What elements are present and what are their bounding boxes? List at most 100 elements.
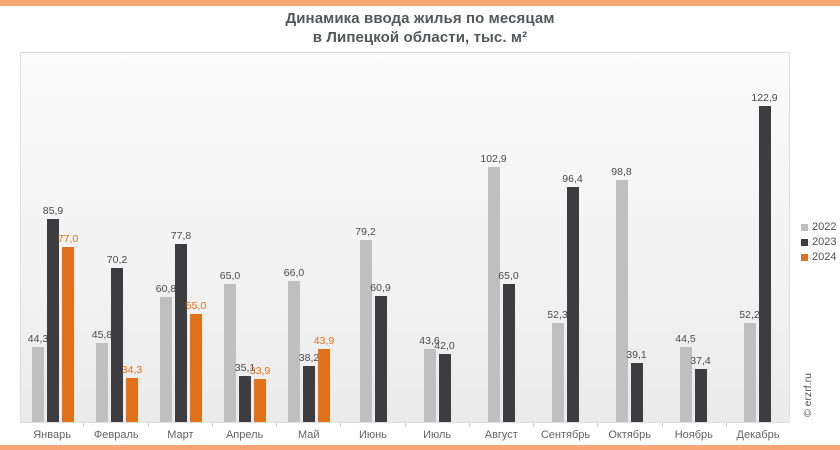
value-label-2023-Февраль: 70,2 <box>106 253 128 266</box>
legend-label-2023: 2023 <box>812 236 837 248</box>
value-label-2024-Январь: 77,0 <box>57 232 79 245</box>
legend-swatch-icon <box>801 253 808 261</box>
bottom-accent-strip <box>0 445 840 450</box>
legend-item-2022: 2022 <box>801 221 836 233</box>
month-label-Июль: Июль <box>423 429 452 441</box>
bar-2023-Август: 65,0 <box>498 270 519 422</box>
legend-item-2023: 2023 <box>801 236 836 248</box>
bar-group-Август: 102,9 65,0 <box>469 53 533 422</box>
value-label-2024-Февраль: 34,3 <box>121 364 143 377</box>
bar-2023-Ноябрь: 37,4 <box>690 355 711 422</box>
value-label-2022-Октябрь: 98,8 <box>611 165 632 178</box>
bar-group-Февраль: 45,8 70,2 34,3 <box>85 53 149 422</box>
axis-tick <box>406 423 470 427</box>
axis-tick <box>149 423 213 427</box>
value-label-2022-Ноябрь: 44,5 <box>675 332 696 345</box>
axis-tick <box>663 423 727 427</box>
bar-2022-Январь: 44,3 <box>28 334 48 422</box>
value-label-2022-Август: 102,9 <box>480 153 507 166</box>
plot-area: 44,3 85,9 77,0 45,8 70,2 34,3 60,8 77,8 55,0 65,0… <box>20 52 790 423</box>
axis-tick <box>341 423 406 427</box>
bar-2024-Апрель: 33,9 <box>250 366 270 422</box>
x-axis-ticks <box>20 423 790 427</box>
axis-tick <box>84 423 149 427</box>
copyright-watermark: © erzrf.ru <box>802 373 814 417</box>
month-label-Апрель: Апрель <box>225 429 264 441</box>
value-label-2024-Май: 43,9 <box>313 334 335 347</box>
axis-tick <box>534 423 599 427</box>
value-label-2023-Октябрь: 39,1 <box>626 349 647 362</box>
bar-2023-Май: 38,2 <box>299 353 319 422</box>
value-label-2024-Март: 55,0 <box>185 300 207 313</box>
value-label-2023-Июнь: 60,9 <box>370 282 391 295</box>
bar-2022-Октябрь: 98,8 <box>611 166 632 422</box>
value-label-2023-Ноябрь: 37,4 <box>690 354 711 367</box>
bar-2024-Май: 43,9 <box>314 335 334 422</box>
bar-2024-Январь: 77,0 <box>58 233 78 422</box>
bar-2024-Февраль: 34,3 <box>122 365 142 422</box>
bar-2022-Март: 60,8 <box>156 283 176 422</box>
bar-group-Январь: 44,3 85,9 77,0 <box>21 53 85 422</box>
bar-group-Июнь: 79,2 60,9 <box>341 53 405 422</box>
chart-title: Динамика ввода жилья по месяцам в Липецк… <box>0 9 840 47</box>
bar-2023-Февраль: 70,2 <box>107 254 127 422</box>
value-label-2023-Март: 77,8 <box>170 230 192 243</box>
axis-tick <box>20 423 85 427</box>
bar-group-Март: 60,8 77,8 55,0 <box>149 53 213 422</box>
legend-label-2024: 2024 <box>812 251 837 263</box>
legend-item-2024: 2024 <box>801 251 836 263</box>
bar-2022-Август: 102,9 <box>480 154 507 422</box>
bar-2024-Март: 55,0 <box>186 301 206 422</box>
bar-2023-Апрель: 35,1 <box>235 362 255 422</box>
bar-group-Октябрь: 98,8 39,1 <box>597 53 661 422</box>
value-label-2023-Декабрь: 122,9 <box>751 91 778 104</box>
value-label-2022-Апрель: 65,0 <box>219 269 241 282</box>
month-label-Июнь: Июнь <box>358 429 387 441</box>
bar-2022-Апрель: 65,0 <box>220 270 240 422</box>
month-label-Сентябрь: Сентябрь <box>540 429 591 441</box>
month-label-Ноябрь: Ноябрь <box>674 429 713 441</box>
value-label-2023-Август: 65,0 <box>498 269 519 282</box>
value-label-2022-Март: 60,8 <box>155 282 177 295</box>
value-label-2022-Май: 66,0 <box>283 266 305 279</box>
bar-group-Май: 66,0 38,2 43,9 <box>277 53 341 422</box>
axis-tick <box>727 423 790 427</box>
bar-group-Июль: 43,6 42,0 <box>405 53 469 422</box>
bar-group-Апрель: 65,0 35,1 33,9 <box>213 53 277 422</box>
axis-tick <box>598 423 663 427</box>
month-label-Февраль: Февраль <box>93 429 139 441</box>
legend: 2022 2023 2024 <box>801 221 836 263</box>
top-accent-strip <box>0 0 840 6</box>
x-axis-labels: Январь Февраль Март Апрель Май Июнь Июль Август… <box>20 429 790 441</box>
bar-2023-Декабрь: 122,9 <box>751 92 778 422</box>
chart-title-line1: Динамика ввода жилья по месяцам <box>285 10 555 27</box>
bar-2022-Май: 66,0 <box>284 267 304 422</box>
value-label-2023-Апрель: 35,1 <box>234 361 256 374</box>
bar-2023-Июнь: 60,9 <box>370 283 391 422</box>
legend-swatch-icon <box>801 223 808 231</box>
value-label-2022-Февраль: 45,8 <box>91 328 113 341</box>
bar-group-Декабрь: 52,2 122,9 <box>725 53 789 422</box>
bar-group-Сентябрь: 52,3 96,4 <box>533 53 597 422</box>
axis-tick <box>277 423 342 427</box>
value-label-2024-Апрель: 33,9 <box>249 365 271 378</box>
month-label-Май: Май <box>297 429 320 441</box>
month-label-Октябрь: Октябрь <box>608 429 651 441</box>
legend-swatch-icon <box>801 238 808 246</box>
month-label-Январь: Январь <box>33 429 71 441</box>
value-label-2022-Декабрь: 52,2 <box>739 309 760 321</box>
bar-2022-Декабрь: 52,2 <box>739 310 760 422</box>
bar-2022-Ноябрь: 44,5 <box>675 333 696 422</box>
bar-2022-Сентябрь: 52,3 <box>547 309 568 422</box>
bar-2023-Январь: 85,9 <box>43 206 63 422</box>
bar-2022-Июль: 43,6 <box>419 336 440 422</box>
value-label-2023-Сентябрь: 96,4 <box>562 173 583 186</box>
bar-2023-Октябрь: 39,1 <box>626 350 647 422</box>
value-label-2023-Июль: 42,0 <box>434 340 455 353</box>
bar-2023-Март: 77,8 <box>171 231 191 422</box>
value-label-2022-Сентябрь: 52,3 <box>547 308 568 321</box>
bar-2023-Сентябрь: 96,4 <box>562 174 583 422</box>
axis-tick <box>470 423 534 427</box>
month-label-Март: Март <box>167 429 194 441</box>
